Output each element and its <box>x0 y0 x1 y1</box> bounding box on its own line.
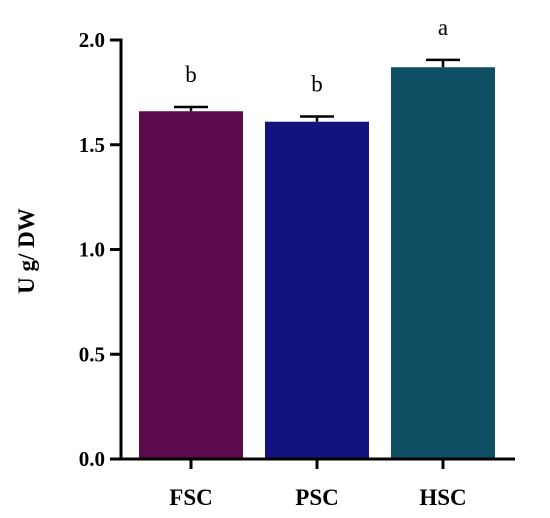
bars <box>139 67 495 460</box>
bar-psc <box>265 121 369 459</box>
y-tick-label: 1.0 <box>79 238 105 262</box>
bar-fsc <box>139 111 243 459</box>
x-category-label: FSC <box>169 485 212 510</box>
significance-label: b <box>311 71 323 96</box>
x-axis-categories: FSC PSC HSC <box>169 459 467 510</box>
bar-hsc <box>391 67 495 460</box>
significance-label: b <box>185 62 197 87</box>
y-axis-title: U g/ DW <box>14 208 39 294</box>
significance-label: a <box>438 15 448 40</box>
x-category-label: PSC <box>295 485 338 510</box>
x-category-label: HSC <box>419 485 466 510</box>
y-tick-label: 2.0 <box>79 28 105 52</box>
significance-labels: b b a <box>185 15 448 97</box>
y-axis-ticks: 0.0 0.5 1.0 1.5 2.0 <box>79 28 121 471</box>
y-tick-label: 0.0 <box>79 447 105 471</box>
error-bars <box>174 58 460 122</box>
y-tick-label: 1.5 <box>79 133 105 157</box>
y-tick-label: 0.5 <box>79 342 105 366</box>
